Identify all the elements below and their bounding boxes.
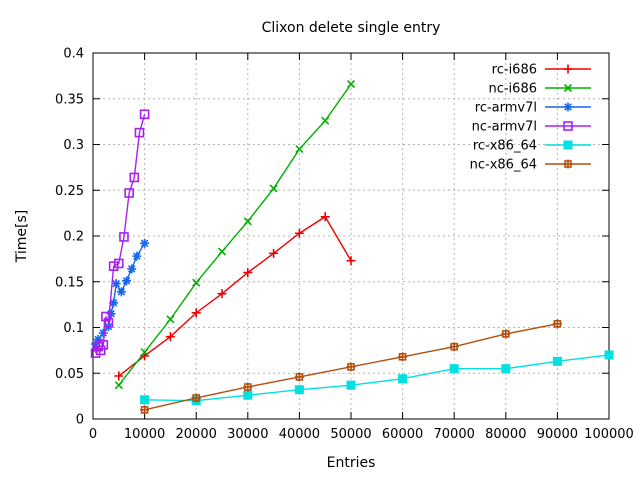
legend-entry-rc-armv7l: rc-armv7l <box>475 101 591 116</box>
legend-sample <box>545 159 591 169</box>
markers-nc-armv7l <box>90 109 150 358</box>
legend-label: nc-armv7l <box>472 120 537 135</box>
x-tick-label: 60000 <box>382 427 423 442</box>
legend-entry-nc-i686: nc-i686 <box>488 82 591 97</box>
x-tick-label: 80000 <box>485 427 526 442</box>
chart-title: Clixon delete single entry <box>261 20 441 36</box>
x-tick-label: 40000 <box>279 427 320 442</box>
x-tick-label: 20000 <box>176 427 217 442</box>
legend-sample <box>545 64 591 74</box>
markers-nc-i686 <box>114 80 356 390</box>
legend: rc-i686 nc-i686 rc-armv7l nc-armv7l rc-x86_6… <box>470 63 591 173</box>
x-tick-label: 50000 <box>330 427 371 442</box>
legend-entry-nc-armv7l: nc-armv7l <box>472 120 591 135</box>
y-tick-label: 0.3 <box>63 138 84 153</box>
axes <box>92 52 610 420</box>
legend-entry-nc-x86_64: nc-x86_64 <box>470 158 591 173</box>
y-tick-label: 0.1 <box>63 321 84 336</box>
series-nc-i686 <box>118 83 352 386</box>
legend-sample <box>545 83 591 93</box>
legend-label: rc-i686 <box>492 63 537 78</box>
legend-label: nc-i686 <box>488 82 537 97</box>
markers-rc-i686 <box>114 212 356 381</box>
legend-entry-rc-i686: rc-i686 <box>492 63 591 78</box>
legend-sample <box>545 102 591 112</box>
legend-entry-rc-x86_64: rc-x86_64 <box>473 139 591 154</box>
y-tick-label: 0.2 <box>63 230 84 245</box>
tick-labels: 0 10000 20000 30000 40000 50000 60000 70000 8000… <box>55 47 634 443</box>
legend-label: rc-x86_64 <box>473 139 537 154</box>
y-axis-label: Time[s] <box>14 209 30 263</box>
x-tick-label: 100000 <box>584 427 634 442</box>
x-tick-label: 30000 <box>227 427 268 442</box>
y-tick-label: 0.25 <box>55 184 84 199</box>
legend-label: nc-x86_64 <box>470 158 537 173</box>
markers-rc-x86_64 <box>140 350 614 406</box>
y-tick-label: 0.15 <box>55 275 84 290</box>
x-axis-label: Entries <box>326 455 376 471</box>
legend-label: rc-armv7l <box>475 101 537 116</box>
grid <box>93 53 609 419</box>
series-rc-i686 <box>118 215 352 377</box>
markers-nc-x86_64 <box>140 319 562 415</box>
y-tick-label: 0.35 <box>55 92 84 107</box>
x-tick-label: 90000 <box>537 427 578 442</box>
y-tick-label: 0.05 <box>55 367 84 382</box>
series-rc-x86_64 <box>144 354 610 402</box>
legend-sample <box>545 121 591 131</box>
legend-sample <box>545 140 591 150</box>
x-tick-label: 0 <box>89 427 97 442</box>
x-tick-label: 70000 <box>434 427 475 442</box>
y-tick-label: 0.4 <box>63 47 84 62</box>
x-tick-label: 10000 <box>124 427 165 442</box>
y-tick-label: 0 <box>76 413 84 428</box>
